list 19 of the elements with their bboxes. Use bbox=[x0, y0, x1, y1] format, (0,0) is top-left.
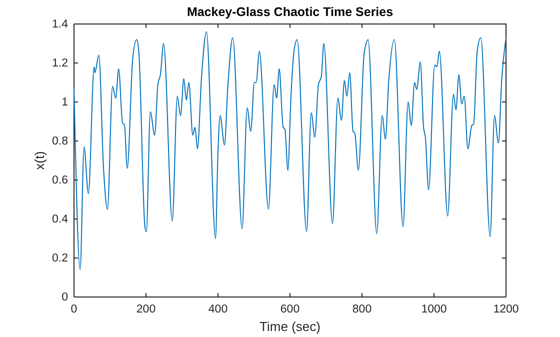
x-tick-label: 200 bbox=[136, 304, 156, 316]
x-tick-label: 1200 bbox=[493, 304, 519, 316]
x-tick-label: 0 bbox=[70, 304, 78, 316]
y-tick-label: 0.8 bbox=[52, 136, 68, 148]
y-tick-label: 0.2 bbox=[52, 252, 68, 265]
y-axis-title: x(t) bbox=[32, 151, 47, 170]
y-tick-label: 0.6 bbox=[52, 174, 68, 187]
y-tick-label: 1.4 bbox=[52, 18, 69, 31]
y-tick-label: 1 bbox=[62, 96, 68, 109]
x-tick-label: 1000 bbox=[421, 304, 447, 316]
x-tick-label: 600 bbox=[280, 304, 300, 316]
x-axis-title: Time (sec) bbox=[260, 319, 320, 334]
chart-title: Mackey-Glass Chaotic Time Series bbox=[186, 5, 394, 19]
x-tick-label: 800 bbox=[352, 304, 372, 316]
y-tick-label: 1.2 bbox=[52, 58, 68, 70]
y-tick-label: 0.4 bbox=[52, 214, 69, 226]
x-tick-label: 400 bbox=[208, 304, 228, 316]
y-tick-label: 0 bbox=[62, 292, 68, 304]
line-series bbox=[74, 31, 506, 270]
